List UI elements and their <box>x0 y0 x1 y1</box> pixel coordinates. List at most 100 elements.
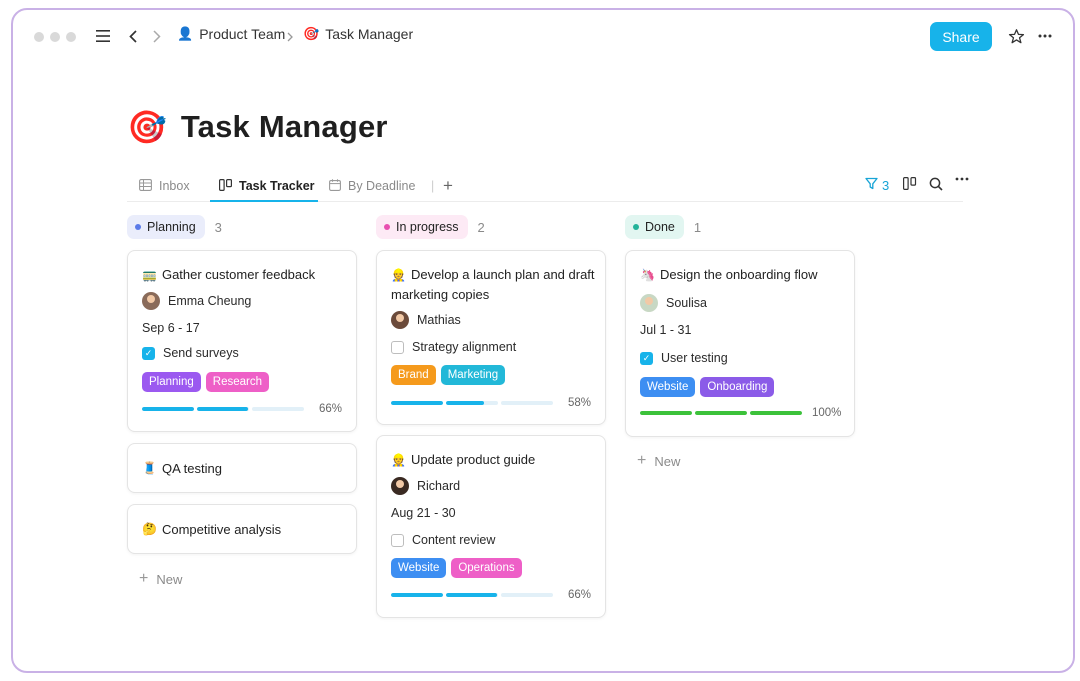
new-label: New <box>156 571 183 587</box>
assignee-name: Richard <box>417 479 461 493</box>
task-card-competitive-analysis[interactable]: 🤔 Competitive analysis <box>127 504 357 554</box>
menu-icon[interactable] <box>93 24 113 48</box>
group-columns-icon[interactable] <box>903 177 917 190</box>
column-header-in-progress: In progress 2 <box>376 215 485 239</box>
plus-icon: + <box>637 452 647 469</box>
top-bar: 👤 Product Team 🎯 Task Manager Share <box>13 10 1073 62</box>
progress-segment <box>640 411 692 415</box>
maximize-window-dot[interactable] <box>66 32 76 42</box>
tag-list: Planning Research <box>142 372 269 392</box>
forward-arrow-icon[interactable] <box>149 24 165 48</box>
progress-bar: 66% <box>142 403 342 415</box>
task-card-onboarding-flow[interactable]: 🦄 Design the onboarding flow Soulisa Jul … <box>625 250 855 437</box>
breadcrumb-item-task-manager[interactable]: 🎯 Task Manager <box>303 26 413 42</box>
person-icon: 👤 <box>177 26 194 41</box>
progress-segment <box>446 593 498 597</box>
breadcrumb-label: Product Team <box>199 26 286 42</box>
status-dot <box>135 224 141 230</box>
progress-segment <box>695 411 747 415</box>
tag-website[interactable]: Website <box>640 377 696 397</box>
target-icon: 🎯 <box>127 109 167 145</box>
progress-bar: 66% <box>391 589 591 601</box>
tag-list: Website Operations <box>391 558 522 578</box>
avatar <box>142 292 160 310</box>
checklist-label: User testing <box>661 351 728 365</box>
checklist-label: Strategy alignment <box>412 340 517 354</box>
task-card-qa-testing[interactable]: 🧵 QA testing <box>127 443 357 493</box>
back-arrow-icon[interactable] <box>125 24 141 48</box>
add-view-icon[interactable]: + <box>443 176 453 195</box>
progress-track <box>640 411 802 415</box>
checklist-item[interactable]: ✓ User testing <box>640 351 728 365</box>
checklist-item[interactable]: Content review <box>391 533 495 547</box>
checklist-item[interactable]: ✓ Send surveys <box>142 346 239 360</box>
calendar-icon <box>329 178 341 194</box>
tag-onboarding[interactable]: Onboarding <box>700 377 775 397</box>
table-icon <box>139 178 152 194</box>
progress-bar: 100% <box>640 407 842 419</box>
tag-research[interactable]: Research <box>205 372 269 392</box>
tab-by-deadline[interactable]: By Deadline <box>329 176 415 196</box>
tab-label: By Deadline <box>348 179 416 193</box>
status-badge-done[interactable]: Done <box>625 215 684 239</box>
tag-brand[interactable]: Brand <box>391 365 436 385</box>
date-range: Sep 6 - 17 <box>142 321 200 335</box>
minimize-window-dot[interactable] <box>50 32 60 42</box>
filter-count: 3 <box>882 177 890 193</box>
status-badge-planning[interactable]: Planning <box>127 215 205 239</box>
card-title: 🦄 Design the onboarding flow <box>640 267 818 282</box>
search-icon[interactable] <box>929 177 943 191</box>
tag-list: Brand Marketing <box>391 365 506 385</box>
status-label: Done <box>645 220 675 234</box>
progress-bar: 58% <box>391 397 591 409</box>
task-card-gather-feedback[interactable]: 🚃 Gather customer feedback Emma Cheung Se… <box>127 250 357 432</box>
tab-label: Task Tracker <box>239 179 315 193</box>
star-icon[interactable] <box>1006 24 1026 48</box>
progress-percent: 100% <box>812 407 842 419</box>
tag-operations[interactable]: Operations <box>451 558 522 578</box>
assignee-name: Soulisa <box>666 296 707 310</box>
checklist-label: Send surveys <box>163 346 239 360</box>
close-window-dot[interactable] <box>34 32 44 42</box>
column-count: 3 <box>214 219 222 235</box>
app-window: 👤 Product Team 🎯 Task Manager Share 🎯 Ta… <box>11 8 1075 673</box>
new-task-button-done[interactable]: + New <box>637 452 680 470</box>
progress-segment <box>252 407 304 411</box>
task-card-update-guide[interactable]: 👷 Update product guide Richard Aug 21 - 3… <box>376 435 606 618</box>
tag-planning[interactable]: Planning <box>142 372 201 392</box>
status-label: In progress <box>396 220 459 234</box>
status-badge-in-progress[interactable]: In progress <box>376 215 468 239</box>
view-more-icon[interactable] <box>955 177 969 181</box>
status-label: Planning <box>147 220 196 234</box>
checklist-item[interactable]: Strategy alignment <box>391 340 516 354</box>
assignee: Emma Cheung <box>142 292 251 310</box>
progress-segment <box>501 401 553 405</box>
card-title: 🚃 Gather customer feedback <box>142 267 316 282</box>
tab-inbox[interactable]: Inbox <box>139 176 190 196</box>
column-header-done: Done 1 <box>625 215 701 239</box>
board-icon <box>219 178 233 194</box>
filter-icon <box>865 177 878 193</box>
tab-task-tracker[interactable]: Task Tracker <box>219 176 315 196</box>
new-task-button-planning[interactable]: + New <box>139 570 182 588</box>
checkbox-checked-icon[interactable]: ✓ <box>142 346 155 360</box>
tag-marketing[interactable]: Marketing <box>440 365 506 385</box>
window-controls <box>34 32 76 42</box>
progress-percent: 58% <box>567 397 591 409</box>
card-title: 👷 Develop a launch plan and draft marketi… <box>391 267 595 302</box>
progress-segment <box>391 401 443 405</box>
tag-list: Website Onboarding <box>640 377 775 397</box>
tab-label: Inbox <box>159 179 190 193</box>
page-header: 🎯 Task Manager <box>127 108 388 146</box>
tag-website[interactable]: Website <box>391 558 447 578</box>
checkbox-unchecked-icon[interactable] <box>391 340 404 354</box>
filter-button[interactable]: 3 <box>865 177 889 193</box>
column-header-planning: Planning 3 <box>127 215 222 239</box>
assignee: Mathias <box>391 311 461 329</box>
checkbox-unchecked-icon[interactable] <box>391 533 404 547</box>
breadcrumb-item-product-team[interactable]: 👤 Product Team <box>177 26 285 42</box>
task-card-launch-plan[interactable]: 👷 Develop a launch plan and draft marketi… <box>376 250 606 425</box>
checkbox-checked-icon[interactable]: ✓ <box>640 351 653 365</box>
share-button[interactable]: Share <box>930 22 992 51</box>
more-options-icon[interactable] <box>1035 24 1055 48</box>
